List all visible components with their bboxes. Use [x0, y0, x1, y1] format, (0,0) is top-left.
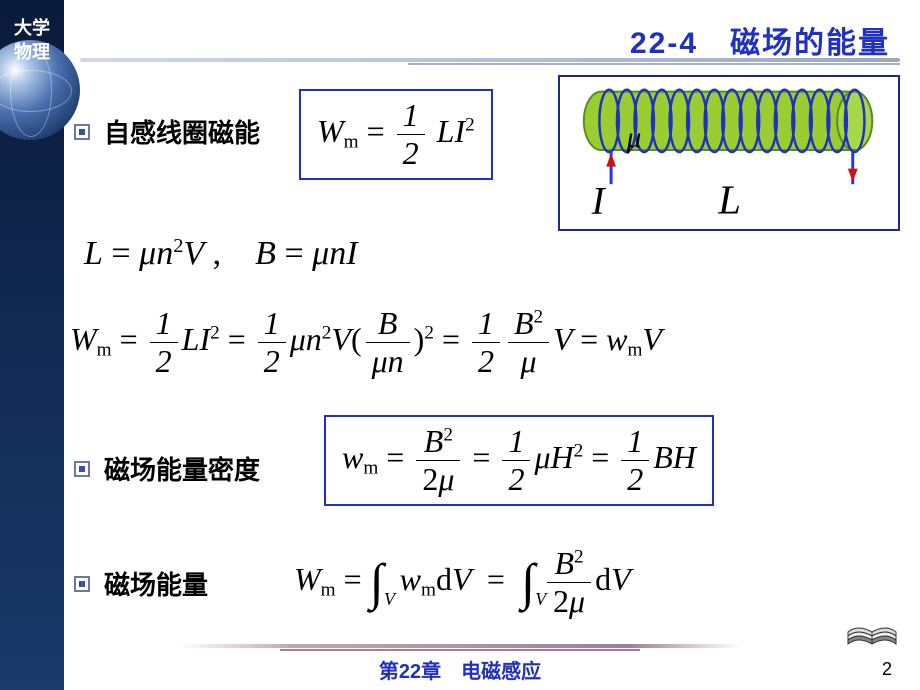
eq-db-BH: BH [653, 439, 696, 475]
diagram-mu: μ [626, 122, 642, 154]
eq-d-bsq: 2 [534, 306, 544, 327]
eq-i-m: m [321, 580, 336, 601]
diagram-I: I [591, 179, 607, 222]
eq-i-sub1: V [384, 589, 395, 610]
slide-title: 22-4 磁场的能量 [630, 18, 890, 62]
corner-label-2: 物理 [14, 38, 50, 64]
bullet-1: 自感线圈磁能 [74, 113, 260, 150]
eq-mu: μ [139, 235, 156, 272]
diagram-L: L [717, 177, 741, 222]
eq-wm-den: 2 [397, 134, 425, 172]
page-number: 2 [882, 659, 892, 680]
bullet-icon [74, 124, 90, 140]
eq-eq1: = [103, 235, 139, 272]
eq-nsq: 2 [173, 235, 183, 257]
bullet-icon [74, 576, 90, 592]
eq-db-h2n: 1 [621, 423, 649, 460]
eq-i-dV1: V [452, 561, 471, 597]
bullet-2-label: 磁场能量密度 [104, 450, 260, 487]
eq-comma: , [204, 235, 255, 272]
eq-d-open: ( [351, 321, 362, 357]
eq-db-h1n: 1 [502, 423, 530, 460]
corner-label-1: 大学 [14, 14, 50, 40]
eq-nI: nI [329, 235, 357, 272]
eq-B: B [255, 235, 276, 272]
eq-d-h3n: 1 [472, 305, 500, 342]
equation-derivation: Wm = 12LI2 = 12μn2V(Bμn)2 = 12B2μV = wmV [70, 305, 662, 380]
bullet-3-label: 磁场能量 [104, 565, 208, 602]
eq-d-V3: V [642, 321, 662, 357]
equation-LB: L = μn2V , B = μnI [84, 225, 358, 274]
bullet-3: 磁场能量 [74, 565, 208, 602]
eq-d-sq1: 2 [210, 322, 220, 343]
eq-i-bsq: 2 [574, 546, 584, 567]
eq-i-wm: w [400, 561, 421, 597]
eq-V: V [183, 235, 204, 272]
eq-db-hsq: 2 [574, 440, 584, 461]
equation-density-box: wm = B22μ = 12μH2 = 12BH [324, 415, 714, 506]
eq-wm-sq: 2 [465, 114, 475, 135]
eq-d-m: m [97, 340, 112, 361]
eq-wm-sub: m [344, 132, 359, 153]
eq-d-LI: LI [182, 321, 210, 357]
eq-d-mun2: μn [372, 343, 404, 379]
eq-db-h1d: 2 [502, 460, 530, 498]
eq-d-nsq: 2 [322, 322, 332, 343]
eq-db-bsq: 2 [443, 424, 453, 445]
eq-db-B: B [424, 423, 444, 459]
eq-db-h2d: 2 [621, 460, 649, 498]
eq-d-h1n: 1 [150, 305, 178, 342]
eq-i-d1: d [436, 561, 452, 597]
eq-d-close: ) [414, 321, 425, 357]
eq-d-muden: μ [520, 343, 536, 379]
footer-text: 第22章 电磁感应 [379, 655, 541, 684]
bullet-1-label: 自感线圈磁能 [104, 113, 260, 150]
eq-n: n [156, 235, 173, 272]
eq-d-wm: w [606, 321, 627, 357]
eq-wm-LI: LI [437, 113, 465, 149]
eq-d-V: V [331, 321, 351, 357]
eq-i-d2: d [595, 561, 611, 597]
eq-d-B: B [378, 305, 398, 341]
eq-d-V2: V [553, 321, 572, 357]
eq-i-W: W [294, 561, 321, 597]
eq-d-h1d: 2 [150, 342, 178, 380]
eq-eq2: = [276, 235, 312, 272]
eq-i-wmsub: m [421, 580, 436, 601]
eq-d-h2n: 1 [258, 305, 286, 342]
bullet-icon [74, 461, 90, 477]
eq-wm-W: W [317, 113, 344, 149]
equation-integral: Wm = ∫V wmdV = ∫V B22μdV [294, 545, 631, 620]
eq-L: L [84, 235, 103, 272]
eq-d-Bnum: B [514, 305, 534, 341]
eq-i-B: B [554, 545, 574, 581]
eq-db-muH: μH [534, 439, 573, 475]
eq-d-wmsub: m [627, 340, 642, 361]
header-underline [80, 58, 900, 64]
eq-d-mun: μn [290, 321, 322, 357]
bullet-2: 磁场能量密度 [74, 450, 260, 487]
eq-mu2: μ [312, 235, 329, 272]
equation-wm-box: Wm = 12 LI2 [299, 89, 493, 180]
eq-i-sub2: V [535, 589, 546, 610]
eq-db-m: m [363, 458, 378, 479]
eq-d-psq: 2 [424, 322, 434, 343]
eq-i-dV2: V [611, 561, 631, 597]
eq-d-W: W [70, 321, 97, 357]
eq-d-h3d: 2 [472, 342, 500, 380]
footer: 第22章 电磁感应 [0, 644, 920, 690]
slide-content: 自感线圈磁能 Wm = 12 LI2 [64, 75, 920, 630]
eq-wm-num: 1 [397, 97, 425, 134]
solenoid-diagram: μ I L [558, 75, 900, 231]
eq-d-h2d: 2 [258, 342, 286, 380]
eq-db-w: w [342, 439, 363, 475]
